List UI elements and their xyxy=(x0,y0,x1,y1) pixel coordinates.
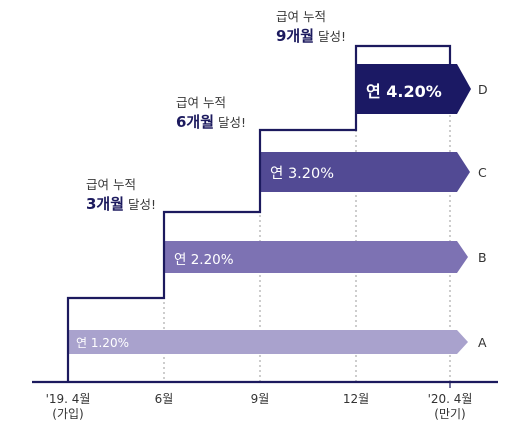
annotation-3-months: 급여 누적 3개월 달성! xyxy=(86,176,156,215)
step-line xyxy=(66,44,452,382)
row-label-c: C xyxy=(478,165,487,180)
annotation-prefix: 급여 누적 xyxy=(276,9,326,24)
arrow-d xyxy=(356,64,471,114)
rate-label-d: 연 4.20% xyxy=(366,82,442,101)
annotation-suffix: 달성! xyxy=(128,197,157,212)
annotation-months: 9개월 xyxy=(276,27,315,45)
tick-label-line1: 9월 xyxy=(250,392,270,406)
annotation-suffix: 달성! xyxy=(218,115,247,130)
annotation-months: 6개월 xyxy=(176,113,215,131)
annotation-prefix: 급여 누적 xyxy=(86,177,136,192)
row-label-b: B xyxy=(478,250,487,265)
tick-label-line2: (만기) xyxy=(434,407,466,421)
tick-label-line2: (가입) xyxy=(52,407,84,421)
annotation-prefix: 급여 누적 xyxy=(176,95,226,110)
annotation-suffix: 달성! xyxy=(318,29,347,44)
arrow-c xyxy=(260,152,470,192)
tick-label-9m: 9월 xyxy=(235,392,285,407)
row-label-a: A xyxy=(478,335,487,350)
tick-label-line1: '19. 4월 xyxy=(45,392,91,406)
annotation-months: 3개월 xyxy=(86,195,125,213)
arrow-b xyxy=(164,241,468,273)
row-label-d: D xyxy=(478,82,488,97)
annotation-9-months: 급여 누적 9개월 달성! xyxy=(276,8,346,47)
tick-label-line1: '20. 4월 xyxy=(427,392,473,406)
tick-label-start: '19. 4월 (가입) xyxy=(33,392,103,422)
tick-label-6m: 6월 xyxy=(139,392,189,407)
tick-label-line1: 12월 xyxy=(342,392,370,406)
rate-label-c: 연 3.20% xyxy=(270,166,335,182)
rate-label-b: 연 2.20% xyxy=(174,252,234,268)
tick-label-end: '20. 4월 (만기) xyxy=(414,392,486,422)
tick-label-line1: 6월 xyxy=(154,392,174,406)
arrow-a xyxy=(68,330,468,354)
rate-label-a: 연 1.20% xyxy=(76,336,129,350)
annotation-6-months: 급여 누적 6개월 달성! xyxy=(176,94,246,133)
tick-label-12m: 12월 xyxy=(331,392,381,407)
